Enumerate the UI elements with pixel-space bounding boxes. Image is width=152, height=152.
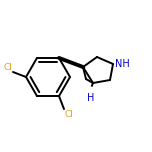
Text: NH: NH [115,59,130,69]
Text: Cl: Cl [3,62,12,71]
Text: H: H [87,93,95,103]
Text: Cl: Cl [64,110,73,119]
